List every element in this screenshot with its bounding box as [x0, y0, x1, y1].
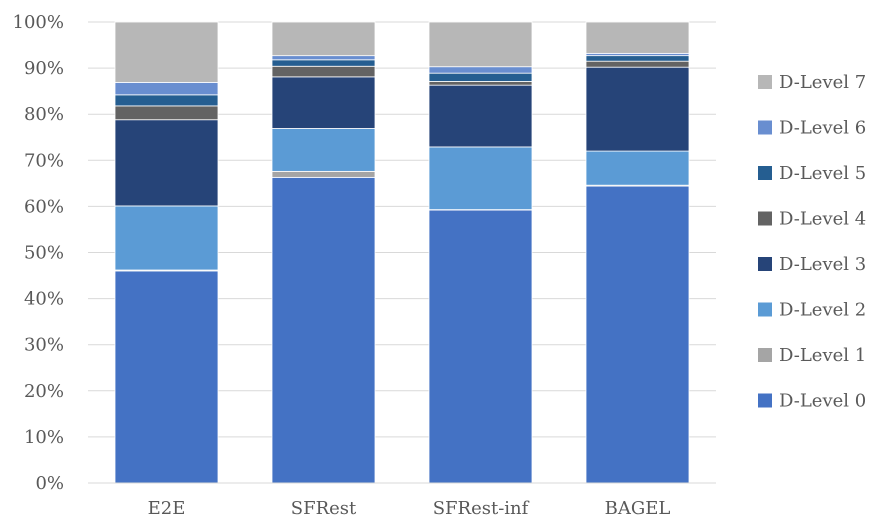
- legend-label: D-Level 7: [779, 72, 866, 93]
- x-tick-label: BAGEL: [605, 498, 671, 519]
- y-tick-label: 10%: [24, 427, 64, 448]
- bar-segment-e2e-level-7: [114, 21, 219, 83]
- bar-segment-bagel-level-3: [585, 66, 690, 152]
- y-tick-label: 60%: [24, 196, 64, 217]
- y-tick-label: 40%: [24, 289, 64, 310]
- bar-segment-sfrest-level-4: [271, 65, 376, 78]
- legend: D-Level 7 D-Level 6 D-Level 5 D-Level 4 D-Le…: [758, 72, 866, 412]
- bar-segment-e2e-level-6: [114, 81, 219, 96]
- bar-segment-sfrest-inf-level-3: [428, 84, 533, 148]
- bar-segment-sfrest-level-5: [271, 59, 376, 67]
- legend-swatch: [758, 302, 772, 317]
- legend-swatch: [758, 257, 772, 271]
- bar-segment-sfrest-inf-level-0: [428, 209, 533, 484]
- bar-segment-sfrest-level-3: [271, 76, 376, 129]
- legend-label: D-Level 1: [779, 345, 866, 366]
- y-tick-label: 0%: [35, 473, 64, 494]
- bar-segment-sfrest-inf-level-6: [428, 66, 533, 74]
- legend-swatch: [758, 120, 772, 135]
- bar-segment-sfrest-inf-level-2: [428, 146, 533, 211]
- bar-segment-sfrest-level-0: [271, 176, 376, 484]
- y-tick-label: 20%: [24, 381, 64, 402]
- x-tick-label: SFRest-inf: [433, 498, 530, 519]
- legend-label: D-Level 0: [779, 391, 866, 412]
- legend-label: D-Level 3: [779, 254, 866, 275]
- bar-segment-e2e-level-0: [114, 270, 219, 484]
- bar-segment-bagel-level-2: [585, 150, 690, 186]
- bar-segment-sfrest-level-1: [271, 170, 376, 178]
- legend-label: D-Level 6: [779, 118, 866, 139]
- bar-segment-sfrest-level-7: [271, 21, 376, 57]
- y-tick-label: 70%: [24, 150, 64, 171]
- legend-swatch: [758, 75, 772, 89]
- bar-segment-bagel-level-0: [585, 185, 690, 484]
- legend-label: D-Level 5: [779, 163, 866, 184]
- bar-segment-bagel-level-7: [585, 21, 690, 54]
- legend-swatch: [758, 166, 772, 180]
- bar-segment-e2e-level-3: [114, 119, 219, 207]
- x-tick-label: SFRest: [291, 498, 357, 519]
- bar-segment-e2e-level-2: [114, 205, 219, 271]
- y-tick-label: 90%: [24, 58, 64, 79]
- x-tick-label: E2E: [148, 498, 186, 519]
- bar-segment-bagel-level-5: [585, 55, 690, 62]
- bar-segment-sfrest-inf-level-4: [428, 81, 533, 86]
- y-tick-label: 100%: [13, 12, 64, 33]
- bar-segment-sfrest-inf-level-5: [428, 72, 533, 82]
- bar-segment-e2e-level-4: [114, 105, 219, 121]
- x-axis: E2E SFRest SFRest-inf BAGEL: [88, 482, 716, 519]
- y-tick-label: 30%: [24, 335, 64, 356]
- bar-segment-bagel-level-4: [585, 60, 690, 68]
- bars: [114, 21, 690, 484]
- legend-swatch: [758, 348, 772, 362]
- y-axis-tick-labels: 0% 10% 20% 30% 40% 50% 60% 70% 80% 90% 100%: [13, 12, 64, 494]
- bar-segment-e2e-level-5: [114, 94, 219, 107]
- legend-swatch: [758, 393, 772, 408]
- bar-segment-sfrest-level-6: [271, 55, 376, 61]
- legend-label: D-Level 4: [779, 209, 866, 230]
- y-tick-label: 80%: [24, 104, 64, 125]
- legend-label: D-Level 2: [779, 300, 866, 321]
- bar-segment-sfrest-level-2: [271, 128, 376, 172]
- bar-segment-sfrest-inf-level-7: [428, 21, 533, 68]
- y-tick-label: 50%: [24, 243, 64, 264]
- legend-swatch: [758, 211, 772, 226]
